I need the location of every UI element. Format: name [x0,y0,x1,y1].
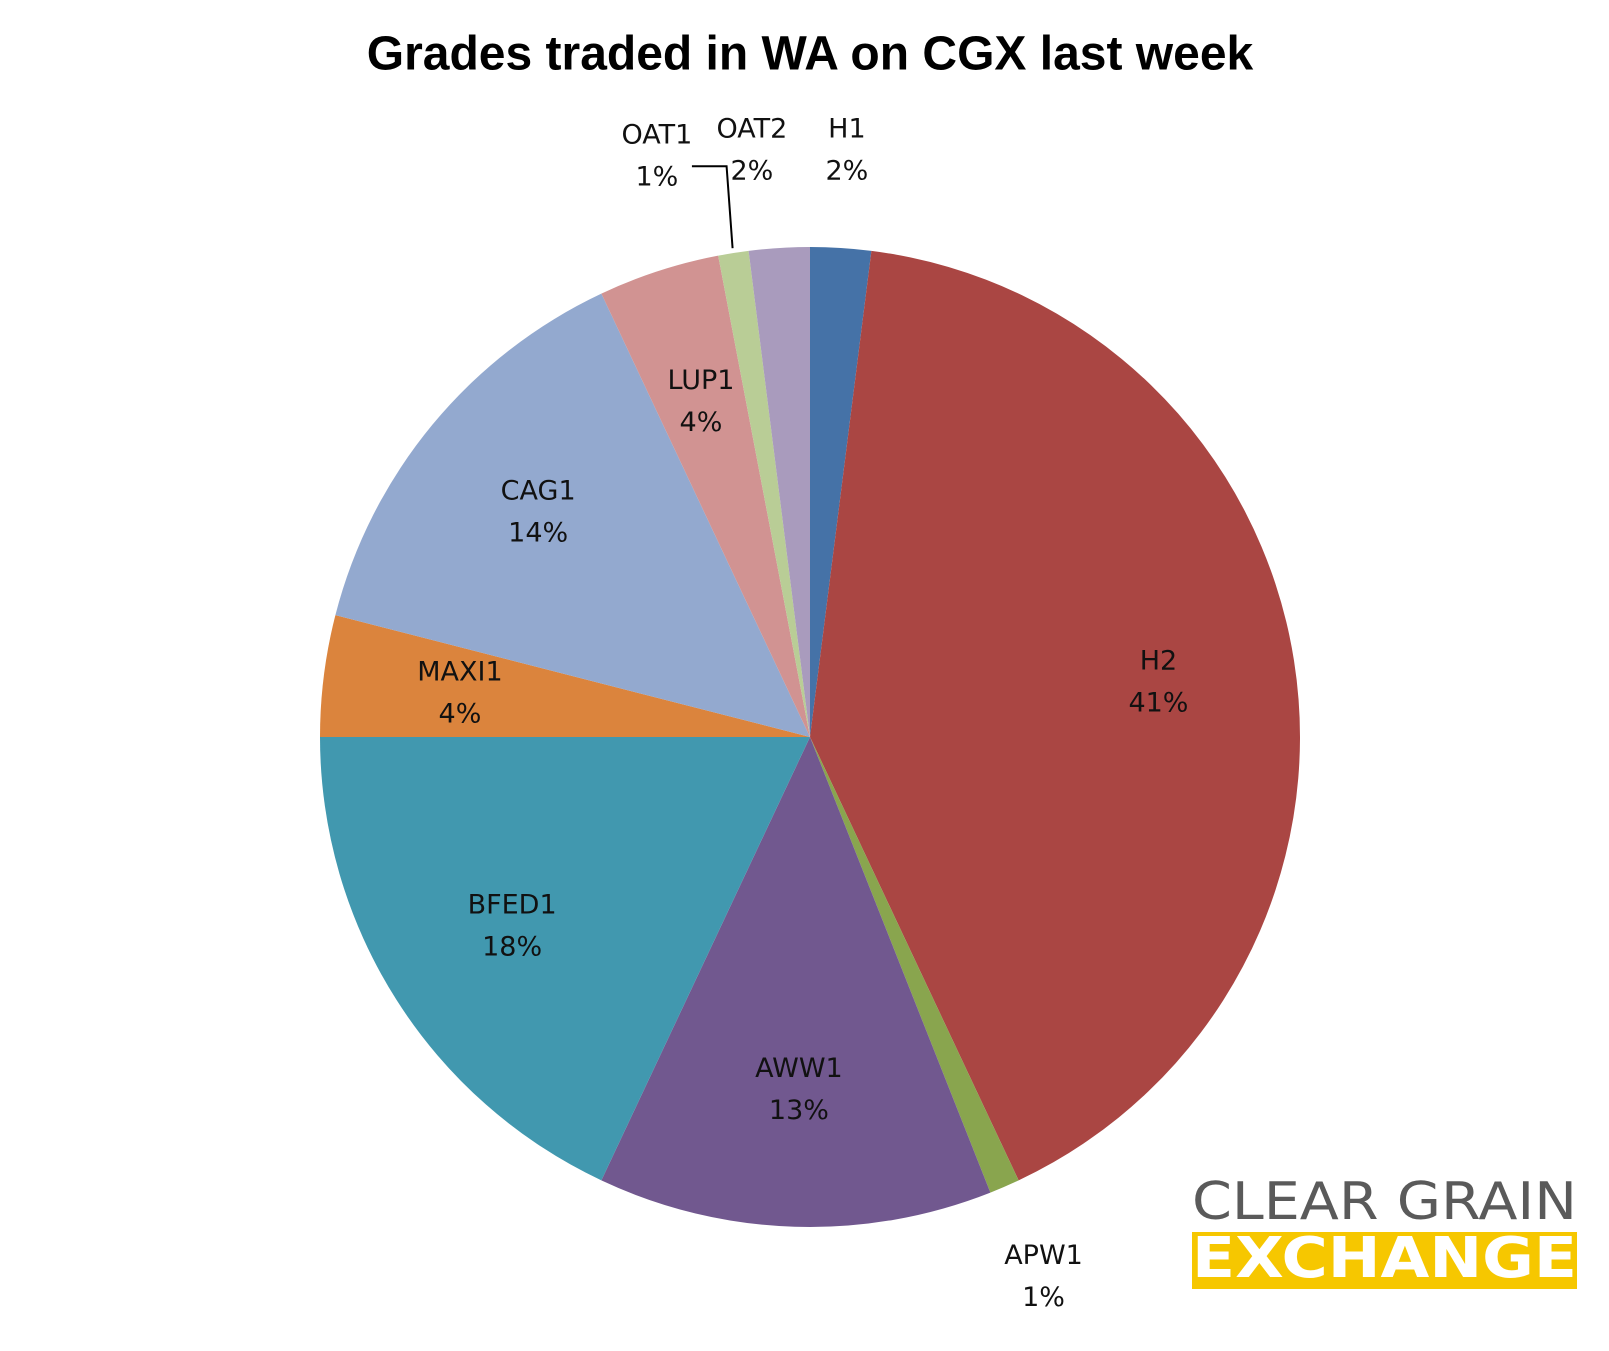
value-label: 1% [1022,1282,1065,1313]
logo-bar [1192,1232,1577,1289]
value-label: 2% [825,156,868,187]
pie-slice [810,247,872,737]
slice-label: CAG1 [501,476,576,507]
value-label: 14% [508,518,568,549]
logo-line2: EXCHANGE [1192,1226,1577,1291]
pie-slice [810,250,1300,1181]
slice-label: OAT2 [717,114,788,145]
value-label: 4% [439,698,482,729]
slice-label: AWW1 [755,1053,843,1084]
value-label: 18% [482,932,542,963]
value-label: 41% [1128,687,1188,718]
logo-line1: CLEAR GRAIN [1192,1172,1577,1232]
chart-title: Grades traded in WA on CGX last week [367,28,1254,81]
value-label: 2% [730,156,773,187]
value-label: 1% [635,162,678,193]
pie-slice [718,250,810,737]
value-label: 4% [680,407,723,438]
slice-label: LUP1 [668,365,735,396]
pie-slice [320,737,810,1181]
pie-slice [320,615,810,737]
slice-label: MAXI1 [417,656,502,687]
slice-label: APW1 [1004,1240,1083,1271]
slice-label: H1 [828,114,865,145]
slice-label: OAT1 [622,120,693,151]
pie-slice [601,737,991,1228]
value-label: 13% [769,1095,829,1126]
slice-label: BFED1 [468,890,557,921]
slice-label: H2 [1140,645,1177,676]
pie-slice [335,293,810,737]
pie-slice [748,247,810,737]
pie-slice [810,737,1019,1193]
logo: CLEAR GRAIN EXCHANGE [1192,1172,1577,1291]
pie-slice [601,255,810,737]
leader-line [691,165,734,249]
